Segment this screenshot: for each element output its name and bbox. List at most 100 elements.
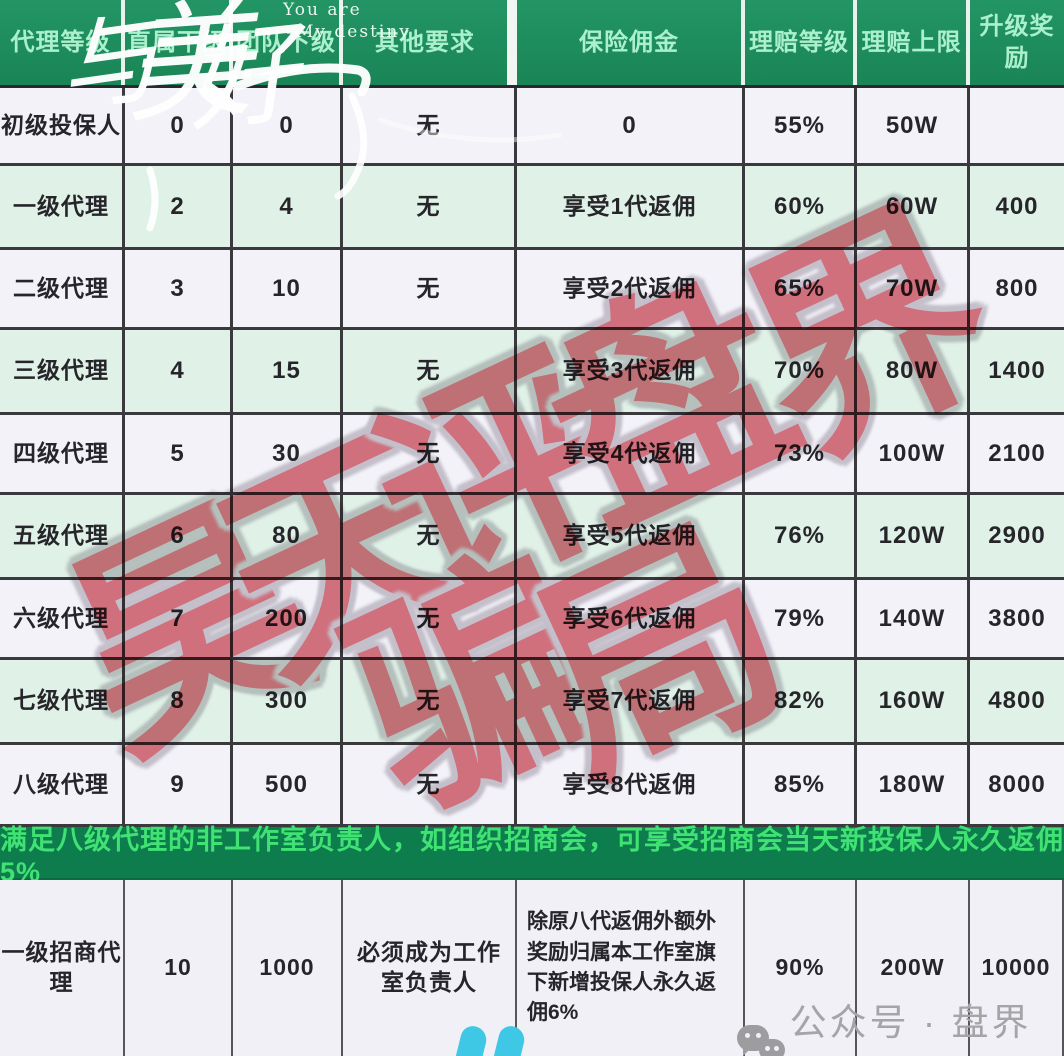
cell: 85% — [745, 745, 857, 824]
cell: 2 — [125, 166, 233, 247]
cell: 9 — [125, 745, 233, 824]
cell: 一级代理 — [0, 166, 125, 247]
cell: 1400 — [988, 357, 1046, 385]
cell: 一级招商代理 — [0, 880, 125, 1056]
cell: 无 — [343, 580, 517, 657]
cell: 8 — [125, 660, 233, 742]
cell: 200 — [233, 580, 343, 657]
cell: 2900 — [988, 522, 1046, 550]
cell: 79% — [745, 580, 857, 657]
cell: 5 — [125, 415, 233, 492]
cell: 无 — [343, 88, 517, 163]
cell: 65% — [745, 250, 857, 327]
cell: 无 — [343, 745, 517, 824]
table-row: 四级代理 5 30 无 享受4代返佣 73% 100W 2100 — [0, 415, 1064, 495]
table-row: 七级代理 8 300 无 享受7代返佣 82% 160W 4800 — [0, 660, 1064, 745]
cell: 3800 — [988, 604, 1046, 632]
cell: 60W — [857, 166, 970, 247]
table-row: 六级代理 7 200 无 享受6代返佣 79% 140W 3800 — [0, 580, 1064, 660]
cell: 500 — [233, 745, 343, 824]
table-row: 二级代理 3 10 无 享受2代返佣 65% 70W 800 — [0, 250, 1064, 330]
cell: 无 — [343, 330, 517, 412]
cell: 55% — [745, 88, 857, 163]
table-row: 八级代理 9 500 无 享受8代返佣 85% 180W 8000 — [0, 745, 1064, 827]
cell: 10000 — [970, 880, 1064, 1056]
qualification-banner: 满足八级代理的非工作室负责人，如组织招商会，可享受招商会当天新投保人永久返佣5% — [0, 824, 1064, 887]
cell: 享受3代返佣 — [517, 330, 745, 412]
column-header-insurance-commission: 保险佣金 — [517, 0, 745, 85]
cell: 200W — [857, 880, 970, 1056]
cell: 180W — [857, 745, 970, 824]
table-row: 初级投保人 0 0 无 0 55% 50W — [0, 88, 1064, 166]
cell: 4 — [233, 166, 343, 247]
cell: 无 — [343, 660, 517, 742]
cell: 1000 — [233, 880, 343, 1056]
cell: 四级代理 — [0, 415, 125, 492]
cell: 初级投保人 — [0, 88, 125, 163]
cell: 0 — [125, 88, 233, 163]
cell: 享受5代返佣 — [517, 495, 745, 577]
cell: 30 — [233, 415, 343, 492]
table-row: 一级代理 2 4 无 享受1代返佣 60% 60W 400 — [0, 166, 1064, 250]
cell: 70W — [857, 250, 970, 327]
cell: 400 — [995, 192, 1039, 220]
cell: 七级代理 — [0, 660, 125, 742]
cell: 76% — [745, 495, 857, 577]
cell: 享受1代返佣 — [517, 166, 745, 247]
cell: 140W — [857, 580, 970, 657]
column-header-other-requirements: 其他要求 — [343, 0, 517, 85]
cell: 120W — [857, 495, 970, 577]
cell: 80W — [857, 330, 970, 412]
cell: 0 — [517, 88, 745, 163]
cell: 60% — [745, 166, 857, 247]
cell: 7 — [125, 580, 233, 657]
column-header-upgrade-reward: 升级奖励 — [979, 13, 1055, 72]
cell: 八级代理 — [0, 745, 125, 824]
cell: 六级代理 — [0, 580, 125, 657]
column-header-direct-subordinates: 直属下级 — [125, 0, 233, 85]
cell: 除原八代返佣外额外奖励归属本工作室旗下新增投保人永久返佣6% — [517, 880, 745, 1056]
cell: 无 — [343, 415, 517, 492]
cell: 8000 — [988, 770, 1046, 798]
cell: 10 — [125, 880, 233, 1056]
cell: 五级代理 — [0, 495, 125, 577]
cell — [970, 88, 1064, 163]
cell: 享受7代返佣 — [517, 660, 745, 742]
cell: 无 — [343, 250, 517, 327]
cell: 50W — [857, 88, 970, 163]
table-row: 五级代理 6 80 无 享受5代返佣 76% 120W 2900 — [0, 495, 1064, 580]
cell: 无 — [343, 495, 517, 577]
cell: 800 — [995, 274, 1039, 302]
column-header-claim-cap: 理赔上限 — [857, 0, 970, 85]
cell: 90% — [745, 880, 857, 1056]
cell: 82% — [745, 660, 857, 742]
table-header-row: 代理等级 直属下级 团队下级 其他要求 保险佣金 理赔等级 理赔上限 升级奖励 — [0, 0, 1064, 88]
cell: 73% — [745, 415, 857, 492]
cell: 4 — [125, 330, 233, 412]
cell: 享受6代返佣 — [517, 580, 745, 657]
cell: 70% — [745, 330, 857, 412]
column-header-agent-level: 代理等级 — [0, 0, 125, 85]
cell: 2100 — [988, 439, 1046, 467]
column-header-team-subordinates: 团队下级 — [233, 0, 343, 85]
cell: 300 — [233, 660, 343, 742]
cell: 享受2代返佣 — [517, 250, 745, 327]
cell: 15 — [233, 330, 343, 412]
column-header-claim-level: 理赔等级 — [745, 0, 857, 85]
cell: 0 — [233, 88, 343, 163]
cell: 10 — [233, 250, 343, 327]
cell: 100W — [857, 415, 970, 492]
cell: 4800 — [988, 687, 1046, 715]
cell: 享受8代返佣 — [517, 745, 745, 824]
table-row: 三级代理 4 15 无 享受3代返佣 70% 80W 1400 — [0, 330, 1064, 415]
promoter-agent-row: 一级招商代理 10 1000 必须成为工作室负责人 除原八代返佣外额外奖励归属本… — [0, 880, 1064, 1056]
cell: 享受4代返佣 — [517, 415, 745, 492]
cell: 6 — [125, 495, 233, 577]
cell: 必须成为工作室负责人 — [343, 880, 517, 1056]
cell: 160W — [857, 660, 970, 742]
cell: 二级代理 — [0, 250, 125, 327]
cell: 3 — [125, 250, 233, 327]
cell: 80 — [233, 495, 343, 577]
cell: 三级代理 — [0, 330, 125, 412]
